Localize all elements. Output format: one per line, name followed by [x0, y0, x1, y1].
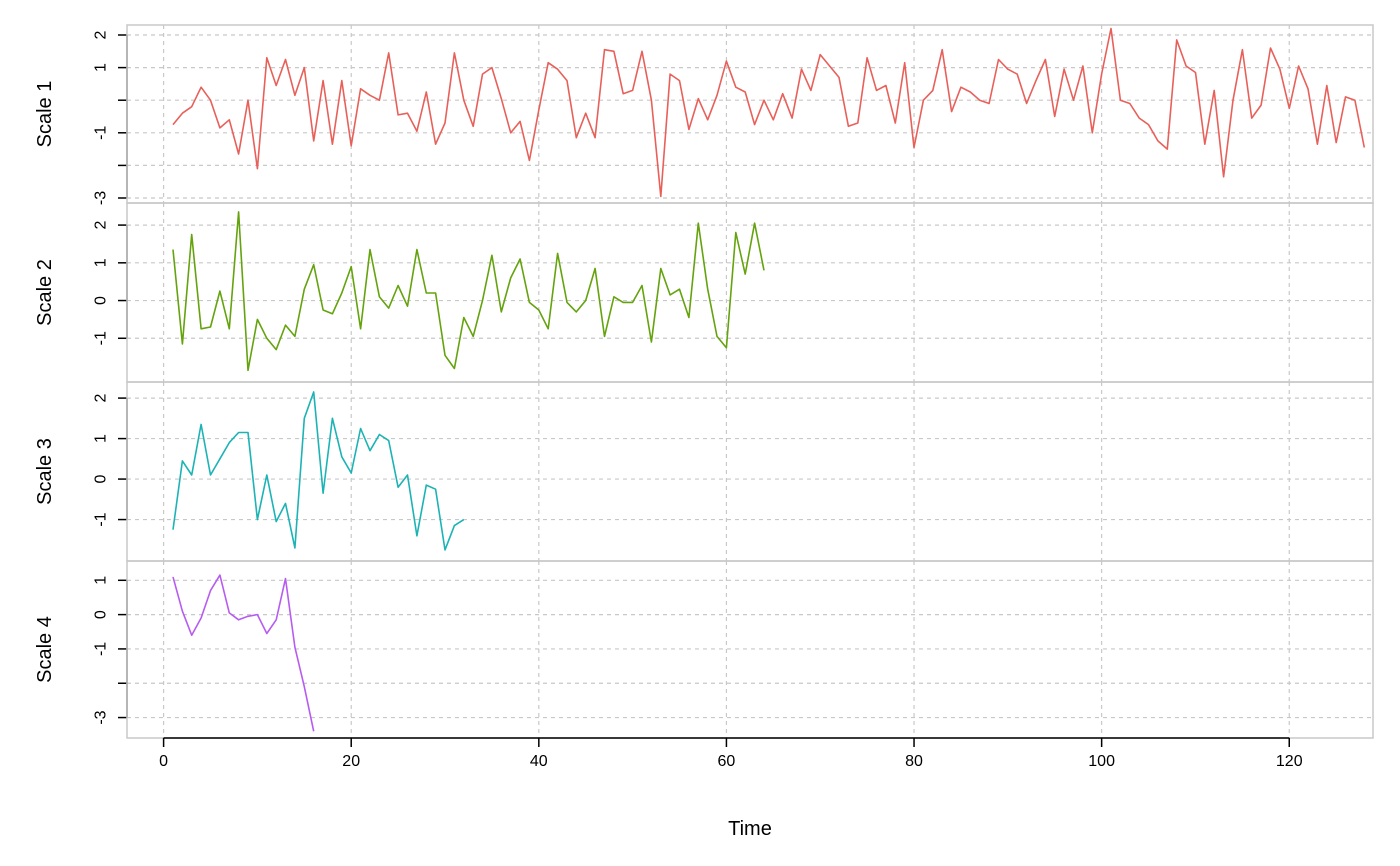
y-tick-label: -1	[93, 126, 110, 140]
y-axis-title: Scale 4	[34, 616, 56, 683]
y-tick-label: -1	[93, 331, 110, 345]
y-tick-label: -3	[93, 191, 110, 205]
panels: 2 1 -1 -3 Scale 1 2 1 0 -1 Scale 2 2 1 0 -1 Scale 3 1 0 -…	[34, 24, 1374, 739]
panel-4: 1 0 -1 -3 Scale 4	[34, 560, 1374, 739]
series-line-4	[172, 574, 315, 732]
y-tick-label: -1	[93, 512, 110, 526]
x-tick-label: 20	[342, 753, 360, 770]
panel-frame	[126, 381, 1374, 562]
x-tick-label: 40	[530, 753, 548, 770]
panel-frame	[126, 24, 1374, 204]
y-axis-title: Scale 3	[34, 438, 56, 505]
y-axis-title: Scale 2	[34, 259, 56, 326]
y-tick-label: 1	[93, 63, 110, 72]
panel-3: 2 1 0 -1 Scale 3	[34, 381, 1374, 562]
y-tick-label: 1	[93, 258, 110, 267]
y-tick-label: 0	[93, 475, 110, 484]
y-tick-label: 1	[93, 576, 110, 585]
y-tick-label: 0	[93, 610, 110, 619]
y-tick-label: 2	[93, 30, 110, 39]
series-line-3	[172, 391, 465, 551]
series-line-1	[172, 27, 1366, 198]
panel-1: 2 1 -1 -3 Scale 1	[34, 24, 1374, 205]
x-tick-label: 100	[1088, 753, 1115, 770]
x-tick-label: 0	[159, 753, 168, 770]
x-axis: 0 20 40 60 80 100 120	[159, 737, 1303, 770]
panel-frame	[126, 202, 1374, 383]
y-tick-label: -1	[93, 642, 110, 656]
series-line-2	[172, 211, 765, 372]
y-tick-label: 2	[93, 394, 110, 403]
y-tick-label: 0	[93, 296, 110, 305]
x-axis-title: Time	[728, 818, 772, 840]
y-tick-label: -3	[93, 710, 110, 724]
y-tick-label: 1	[93, 434, 110, 443]
panel-2: 2 1 0 -1 Scale 2	[34, 202, 1374, 383]
x-tick-label: 120	[1276, 753, 1303, 770]
x-tick-label: 60	[718, 753, 736, 770]
x-tick-label: 80	[905, 753, 923, 770]
y-tick-label: 2	[93, 221, 110, 230]
y-axis-title: Scale 1	[34, 81, 56, 148]
